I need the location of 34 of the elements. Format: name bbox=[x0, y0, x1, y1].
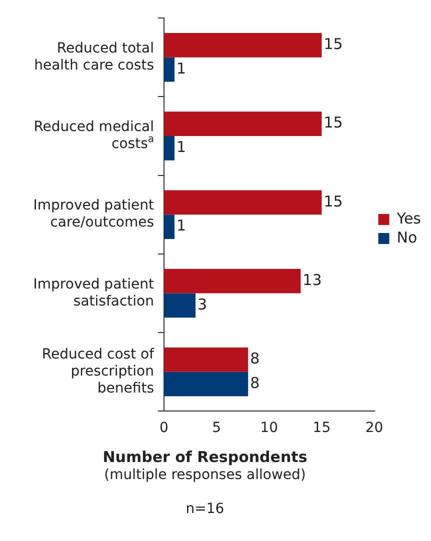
bar bbox=[164, 136, 175, 160]
y-tick-label: Improved patient care/outcomes bbox=[33, 198, 155, 231]
bar bbox=[164, 214, 175, 239]
y-tick-label: Reduced total health care costs bbox=[34, 40, 154, 74]
data-label: 8 bbox=[250, 374, 260, 392]
bar bbox=[164, 57, 175, 82]
data-label: 3 bbox=[198, 295, 208, 314]
legend-label: Yes bbox=[396, 209, 422, 228]
bar bbox=[164, 190, 322, 215]
data-label: 1 bbox=[176, 59, 186, 78]
bar bbox=[164, 268, 301, 294]
bar bbox=[164, 112, 322, 136]
text: n=16 bbox=[184, 501, 226, 517]
x-tick-label: 0 bbox=[160, 420, 168, 436]
y-tick-label: Improved patient satisfaction bbox=[33, 276, 155, 310]
data-label: 1 bbox=[176, 138, 186, 156]
data-label: 1 bbox=[176, 216, 186, 235]
bar bbox=[164, 293, 196, 318]
x-tick-label: 10 bbox=[260, 420, 278, 436]
x-tick-label: 15 bbox=[312, 420, 331, 436]
x-axis-title: Number of Respondents bbox=[102, 448, 308, 466]
bar bbox=[164, 348, 248, 372]
bar bbox=[164, 32, 322, 58]
data-label: 8 bbox=[250, 350, 260, 368]
x-tick-label: 5 bbox=[212, 420, 222, 436]
y-tick-label: Reduced cost of prescription benefits bbox=[42, 346, 156, 397]
data-label: 13 bbox=[302, 270, 322, 289]
data-label: 15 bbox=[324, 192, 343, 210]
x-tick-label: 20 bbox=[365, 420, 384, 436]
data-label: 15 bbox=[324, 35, 343, 54]
data-label: 15 bbox=[324, 114, 343, 132]
legend-label: No bbox=[396, 228, 418, 246]
text: (multiple responses allowed) bbox=[103, 467, 307, 483]
bar bbox=[164, 372, 248, 396]
